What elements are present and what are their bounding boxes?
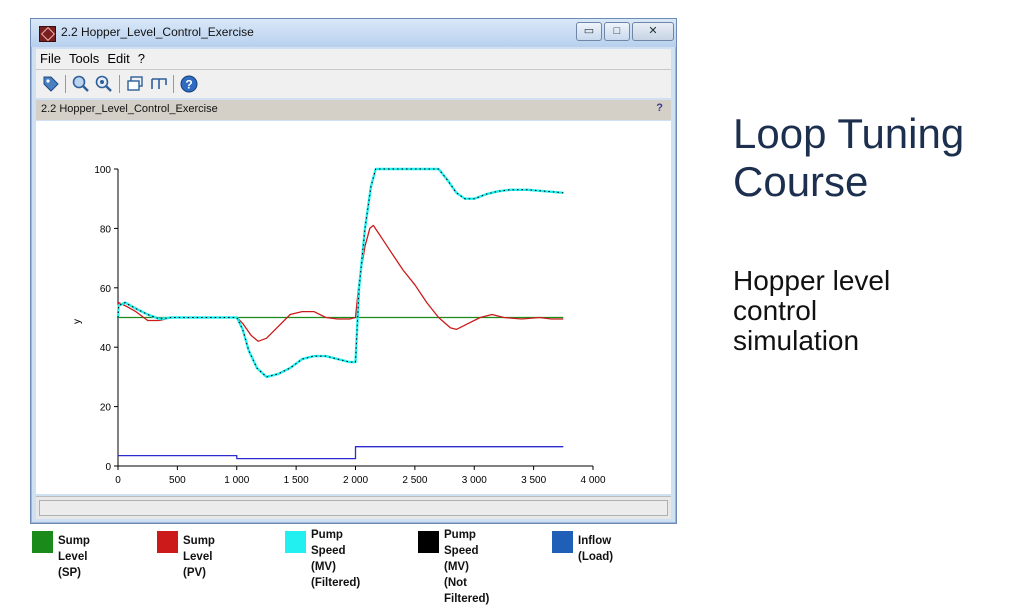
legend-swatch xyxy=(418,531,439,553)
series-line xyxy=(116,167,564,379)
legend-label: Pump Speed (MV) (Filtered) xyxy=(311,529,361,589)
menu-help[interactable]: ? xyxy=(137,51,145,66)
document-title: 2.2 Hopper_Level_Control_Exercise xyxy=(41,103,218,115)
status-field xyxy=(39,500,668,516)
legend-swatch xyxy=(552,531,573,553)
legend-swatch xyxy=(157,531,178,553)
menu-bar: File Tools Edit? xyxy=(36,49,671,70)
x-tick-label: 1 000 xyxy=(224,475,249,486)
y-tick-label: 0 xyxy=(105,462,111,473)
legend-swatch xyxy=(285,531,306,553)
zoom-in-icon[interactable] xyxy=(71,74,91,94)
y-tick-label: 100 xyxy=(94,165,111,176)
graph-icon[interactable] xyxy=(149,74,169,94)
legend-label: Inflow (Load) xyxy=(578,535,614,563)
legend-label: Pump Speed (MV) (Not Filtered) xyxy=(444,529,490,605)
course-title-line2: Course xyxy=(733,158,869,205)
menu-file[interactable]: File xyxy=(40,51,61,66)
x-tick-label: 4 000 xyxy=(580,475,605,486)
window-titlebar[interactable]: 2.2 Hopper_Level_Control_Exercise ▭ □ ✕ xyxy=(31,19,676,47)
legend-swatch xyxy=(32,531,53,553)
toolbar-separator xyxy=(65,75,66,93)
x-tick-label: 2 500 xyxy=(402,475,427,486)
course-subtitle: Hopper level control simulation xyxy=(733,266,1013,356)
y-tick-label: 80 xyxy=(100,224,112,235)
toolbar-separator xyxy=(119,75,120,93)
course-subtitle-line2: control xyxy=(733,295,818,326)
simulation-window: 2.2 Hopper_Level_Control_Exercise ▭ □ ✕ … xyxy=(30,18,677,524)
zoom-reset-icon[interactable] xyxy=(94,74,114,94)
window-icon[interactable] xyxy=(125,74,145,94)
context-help-button[interactable]: ? xyxy=(656,102,663,114)
series-line xyxy=(118,446,564,460)
svg-text:?: ? xyxy=(185,78,192,92)
window-title: 2.2 Hopper_Level_Control_Exercise xyxy=(61,25,254,39)
menu-edit[interactable]: Edit xyxy=(107,51,130,66)
legend: Sump Level (SP) Sump Level (PV) Pump Spe… xyxy=(0,527,1024,605)
x-tick-label: 3 000 xyxy=(462,475,487,486)
course-subtitle-line1: Hopper level xyxy=(733,265,891,296)
course-title: Loop Tuning Course xyxy=(733,110,1013,206)
series-line xyxy=(117,224,564,342)
app-icon xyxy=(39,26,56,42)
menu-tools[interactable]: Tools xyxy=(68,51,100,66)
help-icon[interactable]: ? xyxy=(179,74,199,94)
x-tick-label: 2 000 xyxy=(343,475,368,486)
x-tick-label: 0 xyxy=(115,475,121,486)
course-subtitle-line3: simulation xyxy=(733,325,860,356)
y-tick-label: 40 xyxy=(100,343,112,354)
x-tick-label: 1 500 xyxy=(284,475,309,486)
series-line xyxy=(117,168,564,378)
maximize-button[interactable]: □ xyxy=(604,22,630,41)
legend-label: Sump Level (PV) xyxy=(183,535,215,579)
close-button[interactable]: ✕ xyxy=(632,22,674,41)
toolbar: ? xyxy=(36,70,671,98)
x-tick-label: 3 500 xyxy=(521,475,546,486)
x-tick-label: 500 xyxy=(169,475,186,486)
y-tick-label: 60 xyxy=(100,284,112,295)
y-axis-label: y xyxy=(72,319,83,324)
course-title-line1: Loop Tuning xyxy=(733,110,965,157)
status-bar xyxy=(36,496,671,519)
y-tick-label: 20 xyxy=(100,403,112,414)
minimize-button[interactable]: ▭ xyxy=(576,22,602,41)
toolbar-separator xyxy=(173,75,174,93)
plot-area: 0 20 40 60 80 100 0 500 1 000 1 500 2 000 2 500 3 00… xyxy=(36,121,671,508)
document-header: 2.2 Hopper_Level_Control_Exercise ? xyxy=(36,100,671,120)
tag-icon[interactable] xyxy=(41,74,61,94)
legend-label: Sump Level (SP) xyxy=(58,535,90,579)
